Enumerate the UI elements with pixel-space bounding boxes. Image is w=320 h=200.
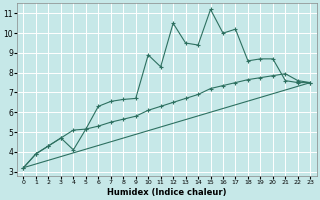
X-axis label: Humidex (Indice chaleur): Humidex (Indice chaleur): [107, 188, 227, 197]
